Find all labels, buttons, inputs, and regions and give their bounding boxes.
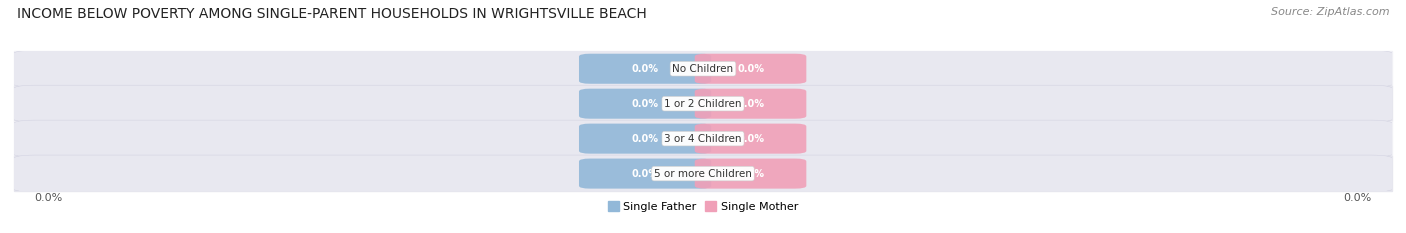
Bar <box>14 156 1392 191</box>
Text: 0.0%: 0.0% <box>737 134 763 144</box>
Text: INCOME BELOW POVERTY AMONG SINGLE-PARENT HOUSEHOLDS IN WRIGHTSVILLE BEACH: INCOME BELOW POVERTY AMONG SINGLE-PARENT… <box>17 7 647 21</box>
Text: 0.0%: 0.0% <box>1343 193 1371 203</box>
FancyBboxPatch shape <box>695 159 807 189</box>
FancyBboxPatch shape <box>579 159 711 189</box>
Text: 5 or more Children: 5 or more Children <box>654 169 752 178</box>
Text: 0.0%: 0.0% <box>737 99 763 109</box>
Text: 0.0%: 0.0% <box>35 193 63 203</box>
Text: 3 or 4 Children: 3 or 4 Children <box>664 134 742 144</box>
Text: 0.0%: 0.0% <box>631 64 658 74</box>
FancyBboxPatch shape <box>10 155 1396 192</box>
Bar <box>14 86 1392 121</box>
Text: No Children: No Children <box>672 64 734 74</box>
Text: 0.0%: 0.0% <box>631 169 658 178</box>
FancyBboxPatch shape <box>695 124 807 154</box>
Text: 0.0%: 0.0% <box>631 99 658 109</box>
FancyBboxPatch shape <box>10 85 1396 122</box>
FancyBboxPatch shape <box>10 120 1396 157</box>
FancyBboxPatch shape <box>579 124 711 154</box>
FancyBboxPatch shape <box>695 54 807 84</box>
Bar <box>14 51 1392 86</box>
Text: 0.0%: 0.0% <box>737 64 763 74</box>
Text: Source: ZipAtlas.com: Source: ZipAtlas.com <box>1271 7 1389 17</box>
FancyBboxPatch shape <box>579 89 711 119</box>
Text: 0.0%: 0.0% <box>631 134 658 144</box>
Bar <box>14 121 1392 156</box>
Legend: Single Father, Single Mother: Single Father, Single Mother <box>603 197 803 216</box>
FancyBboxPatch shape <box>579 54 711 84</box>
FancyBboxPatch shape <box>695 89 807 119</box>
FancyBboxPatch shape <box>10 50 1396 87</box>
Text: 0.0%: 0.0% <box>737 169 763 178</box>
Text: 1 or 2 Children: 1 or 2 Children <box>664 99 742 109</box>
